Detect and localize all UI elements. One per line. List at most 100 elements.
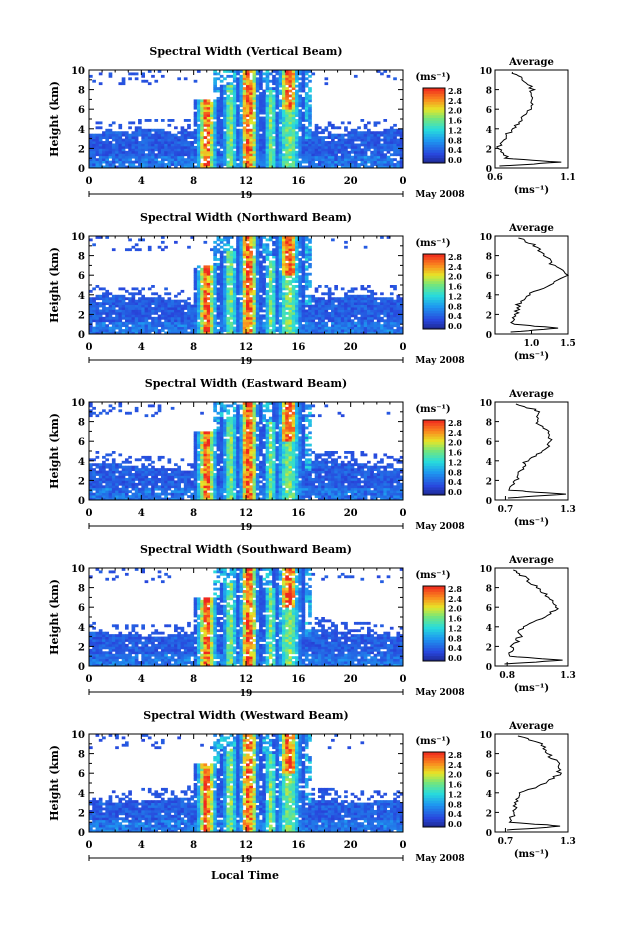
heatmap-cell — [200, 287, 204, 291]
heatmap-cell — [268, 238, 273, 242]
heatmap-cell — [265, 311, 270, 315]
heatmap-cell — [236, 248, 240, 252]
heatmap-cell — [196, 329, 201, 332]
colorbar-segment — [423, 114, 445, 118]
heatmap-cell — [115, 133, 119, 137]
heatmap-cell — [89, 133, 93, 137]
colorbar-segment — [423, 98, 445, 102]
heatmap-cell — [229, 265, 234, 269]
heatmap-cell — [239, 324, 244, 328]
heatmap-cell — [223, 148, 227, 152]
heatmap-cell — [213, 136, 217, 139]
heatmap-cell — [275, 262, 280, 266]
heatmap-cell — [167, 311, 172, 315]
heatmap-cell — [246, 136, 250, 139]
heatmap-cell — [327, 153, 332, 157]
profile-y-tick-label: 2 — [486, 145, 492, 155]
heatmap-cell — [151, 414, 155, 418]
heatmap-cell — [190, 160, 195, 164]
heatmap-cell — [223, 104, 227, 108]
heatmap-cell — [295, 99, 299, 103]
heatmap-cell — [393, 316, 397, 320]
heatmap-cell — [281, 109, 286, 113]
heatmap-cell — [340, 143, 345, 147]
heatmap-cell — [304, 236, 309, 239]
heatmap-cell — [246, 292, 250, 296]
heatmap-cell — [383, 128, 388, 132]
heatmap-cell — [291, 280, 296, 283]
heatmap-cell — [396, 160, 401, 164]
heatmap-cell — [298, 262, 302, 266]
heatmap-cell — [196, 289, 201, 293]
heatmap-cell — [268, 158, 273, 162]
heatmap-cell — [278, 160, 283, 164]
heatmap-cell — [334, 158, 338, 162]
heatmap-cell — [131, 331, 136, 335]
heatmap-cell — [200, 133, 204, 137]
heatmap-cell — [308, 141, 312, 144]
heatmap-cell — [151, 297, 155, 301]
heatmap-cell — [255, 287, 260, 291]
heatmap-cell — [327, 299, 332, 303]
heatmap-cell — [317, 302, 322, 305]
heatmap-cell — [396, 311, 401, 315]
heatmap-cell — [141, 153, 145, 157]
heatmap-cell — [213, 258, 217, 261]
heatmap-cell — [396, 302, 401, 305]
heatmap-cell — [193, 141, 198, 144]
heatmap-cell — [121, 480, 126, 484]
heatmap-cell — [314, 131, 319, 135]
heatmap-cell — [288, 128, 293, 132]
heatmap-cell — [399, 311, 404, 315]
heatmap-cell — [246, 143, 250, 147]
heatmap-cell — [203, 121, 208, 125]
heatmap-cell — [353, 145, 358, 149]
y-tick-label: 2 — [78, 144, 85, 155]
heatmap-cell — [275, 104, 280, 108]
heatmap-cell — [223, 307, 227, 310]
heatmap-cell — [281, 72, 286, 76]
heatmap-cell — [95, 497, 100, 501]
heatmap-cell — [340, 133, 345, 137]
heatmap-cell — [239, 280, 244, 283]
heatmap-cell — [278, 255, 283, 259]
heatmap-cell — [311, 141, 316, 144]
heatmap-cell — [223, 92, 227, 95]
heatmap-cell — [246, 238, 250, 242]
heatmap-cell — [353, 163, 358, 166]
heatmap-cell — [229, 99, 234, 103]
heatmap-cell — [334, 133, 338, 137]
heatmap-cell — [144, 148, 149, 152]
heatmap-cell — [373, 304, 378, 308]
y-tick-label: 8 — [78, 252, 85, 263]
heatmap-cell — [317, 319, 322, 323]
heatmap-cell — [190, 141, 195, 144]
heatmap-cell — [242, 74, 247, 78]
heatmap-cell — [154, 311, 159, 315]
heatmap-cell — [128, 329, 132, 332]
heatmap-cell — [249, 319, 253, 323]
heatmap-cell — [180, 331, 185, 335]
heatmap-cell — [239, 77, 244, 81]
heatmap-cell — [370, 143, 374, 147]
heatmap-cell — [144, 458, 149, 462]
heatmap-cell — [174, 314, 178, 318]
heatmap-cell — [216, 243, 221, 247]
heatmap-cell — [376, 321, 381, 325]
heatmap-cell — [177, 158, 181, 162]
heatmap-cell — [183, 307, 188, 310]
heatmap-cell — [252, 89, 257, 93]
heatmap-cell — [334, 297, 338, 301]
heatmap-cell — [160, 119, 165, 122]
y-tick-label: 0 — [78, 164, 85, 175]
heatmap-cell — [134, 473, 139, 476]
heatmap-cell — [213, 289, 217, 293]
heatmap-cell — [141, 74, 145, 78]
heatmap-cell — [105, 311, 110, 315]
heatmap-cell — [367, 285, 371, 288]
heatmap-cell — [370, 299, 374, 303]
heatmap-cell — [399, 141, 404, 144]
heatmap-cell — [187, 326, 191, 330]
heatmap-cell — [272, 329, 276, 332]
heatmap-cell — [272, 289, 276, 293]
